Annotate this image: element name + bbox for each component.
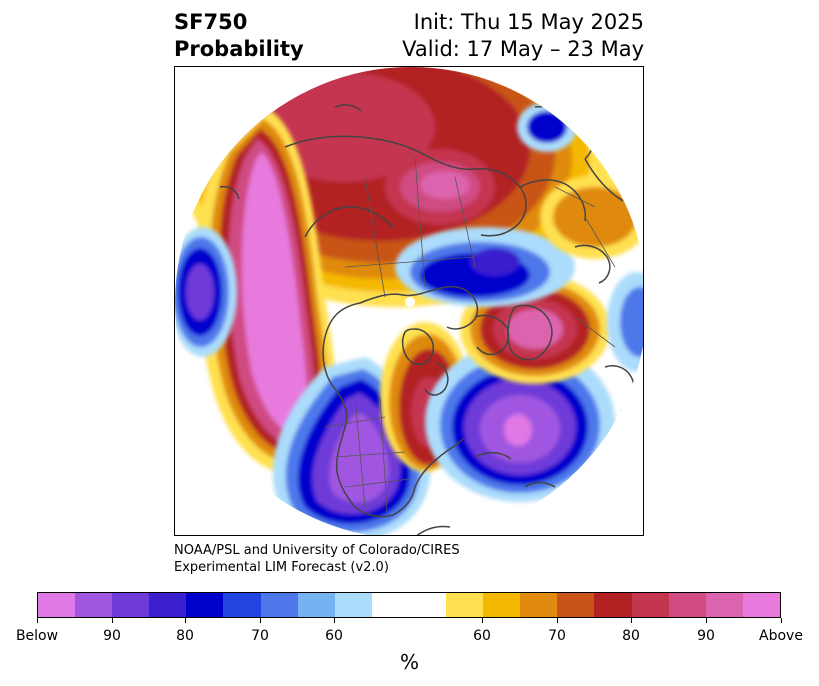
colorbar [37, 592, 781, 618]
borders [324, 156, 616, 513]
colorbar-tick-mark [557, 618, 558, 623]
below-anomaly-northeast [517, 102, 577, 152]
colorbar-tick-mark [112, 618, 113, 623]
polar-map [174, 66, 644, 536]
colorbar-tick-label: 80 [176, 628, 194, 644]
colorbar-segment [520, 593, 558, 617]
colorbar-tick-label: 60 [473, 628, 491, 644]
colorbar-segment [557, 593, 595, 617]
colorbar-segment [186, 593, 224, 617]
colorbar-unit: % [399, 650, 419, 674]
below-anomaly-atlantic [425, 342, 615, 502]
below-anomaly-east-edge [607, 272, 643, 372]
colorbar-segment [75, 593, 113, 617]
title-left: SF750 Probability [174, 9, 304, 63]
colorbar-tick-mark [482, 618, 483, 623]
colorbar-segment [260, 593, 298, 617]
colorbar-tick-label: Below [15, 628, 59, 644]
below-anomaly-west [175, 227, 237, 357]
colorbar-tick-mark [706, 618, 707, 623]
colorbar-tick-label: 60 [325, 628, 343, 644]
credit-line-2: Experimental LIM Forecast (v2.0) [174, 560, 389, 575]
colorbar-segment [483, 593, 521, 617]
title-right: Init: Thu 15 May 2025 Valid: 17 May – 23… [402, 9, 644, 63]
variable-subtitle: Probability [174, 37, 304, 61]
valid-range: Valid: 17 May – 23 May [402, 37, 644, 61]
colorbar-tick-mark [260, 618, 261, 623]
colorbar-segment [594, 593, 632, 617]
colorbar-segment [668, 593, 706, 617]
credit-line-1: NOAA/PSL and University of Colorado/CIRE… [174, 543, 460, 558]
colorbar-tick-label: 90 [103, 628, 121, 644]
below-anomaly-arctic [395, 227, 575, 307]
colorbar-tick-label: 70 [548, 628, 566, 644]
colorbar-segment [112, 593, 150, 617]
colorbar-segment [631, 593, 669, 617]
colorbar-segment [742, 593, 780, 617]
colorbar-tick-mark [781, 618, 782, 623]
probability-field [175, 67, 643, 535]
colorbar-tick-mark [185, 618, 186, 623]
colorbar-tick-label: 90 [697, 628, 715, 644]
variable-name: SF750 [174, 10, 248, 34]
colorbar-tick-label: 70 [251, 628, 269, 644]
init-date: Init: Thu 15 May 2025 [413, 10, 644, 34]
colorbar-segment [446, 593, 484, 617]
colorbar-segment [38, 593, 76, 617]
colorbar-tick-mark [334, 618, 335, 623]
colorbar-segment [149, 593, 187, 617]
colorbar-segment [297, 593, 335, 617]
colorbar-tick-mark [631, 618, 632, 623]
credit: NOAA/PSL and University of Colorado/CIRE… [174, 542, 460, 576]
colorbar-segment [705, 593, 743, 617]
colorbar-segment [334, 593, 372, 617]
colorbar-segment [371, 593, 447, 617]
above-anomaly-pacific [196, 107, 337, 474]
colorbar-tick-label: Above [759, 628, 803, 644]
colorbar-tick-mark [37, 618, 38, 623]
colorbar-tick-label: 80 [622, 628, 640, 644]
polar-map-svg [175, 67, 643, 535]
colorbar-segment [223, 593, 261, 617]
